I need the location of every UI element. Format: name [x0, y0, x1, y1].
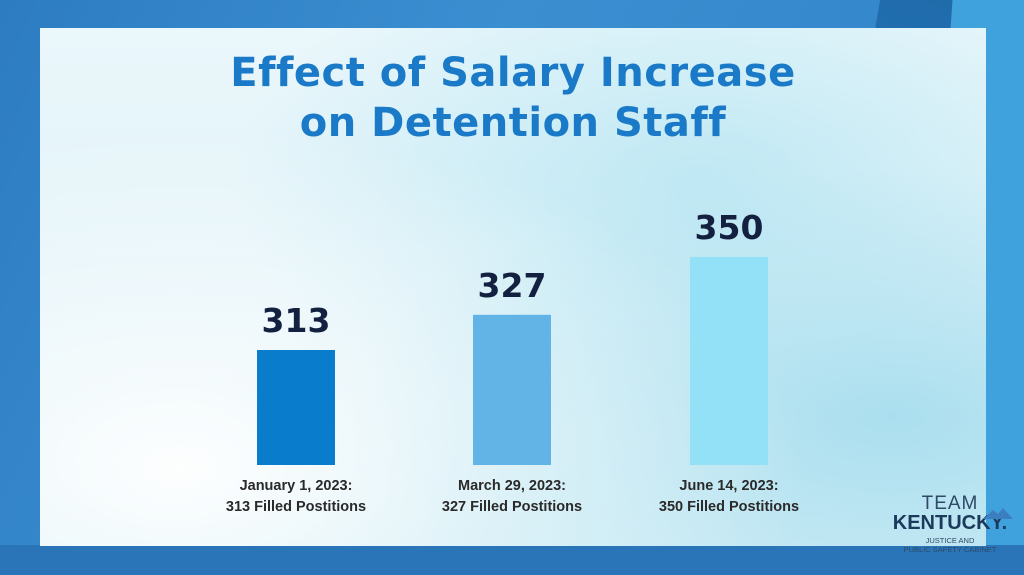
logo-subtitle-line-1: JUSTICE AND — [925, 536, 975, 545]
chart-title-line-2: on Detention Staff — [299, 100, 727, 146]
category-label-1-line-2: 313 Filled Postitions — [226, 499, 366, 515]
bar-1 — [257, 350, 335, 465]
logo-subtitle-line-2: PUBLIC SAFETY CABINET — [903, 545, 997, 554]
logo-subtitle: JUSTICE AND PUBLIC SAFETY CABINET — [880, 536, 1020, 554]
bars-group — [257, 257, 768, 465]
category-label-3-line-2: 350 Filled Postitions — [659, 499, 799, 515]
bar-2 — [473, 314, 551, 465]
category-label-3-line-1: June 14, 2023: — [679, 478, 778, 494]
bar-3 — [690, 257, 768, 465]
bar-value-label-2: 327 — [478, 266, 547, 305]
logo-kentucky-label: KENTUCKY. — [892, 512, 1008, 534]
labels-group: 313 January 1, 2023: 313 Filled Postitions… — [226, 208, 799, 515]
category-label-1-line-1: January 1, 2023: — [240, 478, 353, 494]
background-band — [0, 545, 1024, 575]
bar-value-label-1: 313 — [262, 301, 331, 340]
bar-value-label-3: 350 — [695, 208, 764, 247]
chart-title-line-1: Effect of Salary Increase — [230, 50, 796, 96]
category-label-2-line-1: March 29, 2023: — [458, 478, 566, 494]
mountain-icon — [983, 508, 1014, 519]
logo-kentucky-text: KENTUCKY. — [892, 508, 1014, 534]
team-kentucky-logo: TEAM KENTUCKY. JUSTICE AND PUBLIC SAFETY… — [880, 493, 1020, 573]
category-label-2-line-2: 327 Filled Postitions — [442, 499, 582, 515]
logo-team-text: TEAM — [921, 493, 979, 514]
chart-title: Effect of Salary Increase on Detention S… — [40, 48, 986, 148]
